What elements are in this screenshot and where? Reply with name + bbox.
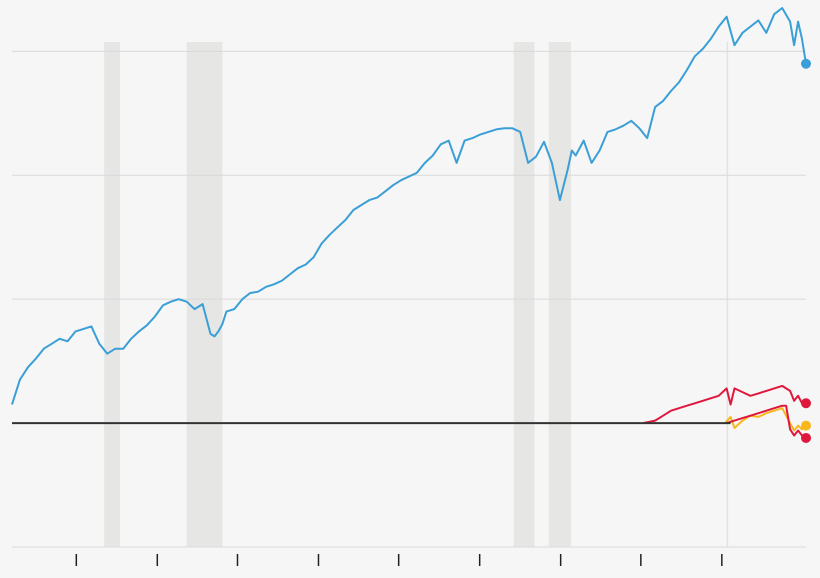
series-end-dot-1 — [801, 58, 811, 69]
series-line-1 — [11, 7, 807, 405]
series-line-2 — [642, 384, 806, 425]
series-end-dot-2 — [801, 398, 811, 409]
series-line-3 — [724, 407, 807, 432]
shaded-range — [186, 42, 223, 547]
shaded-ranges — [104, 42, 571, 547]
shaded-range — [104, 42, 120, 547]
gridlines — [12, 50, 806, 548]
series-lines — [11, 7, 807, 439]
series-line-4 — [726, 404, 807, 439]
series-end-markers — [801, 58, 811, 443]
shaded-range — [548, 42, 571, 547]
series-end-dot-4 — [801, 432, 811, 443]
series-end-dot-3 — [801, 420, 811, 431]
shaded-range — [513, 42, 535, 547]
x-axis-ticks — [75, 554, 723, 566]
